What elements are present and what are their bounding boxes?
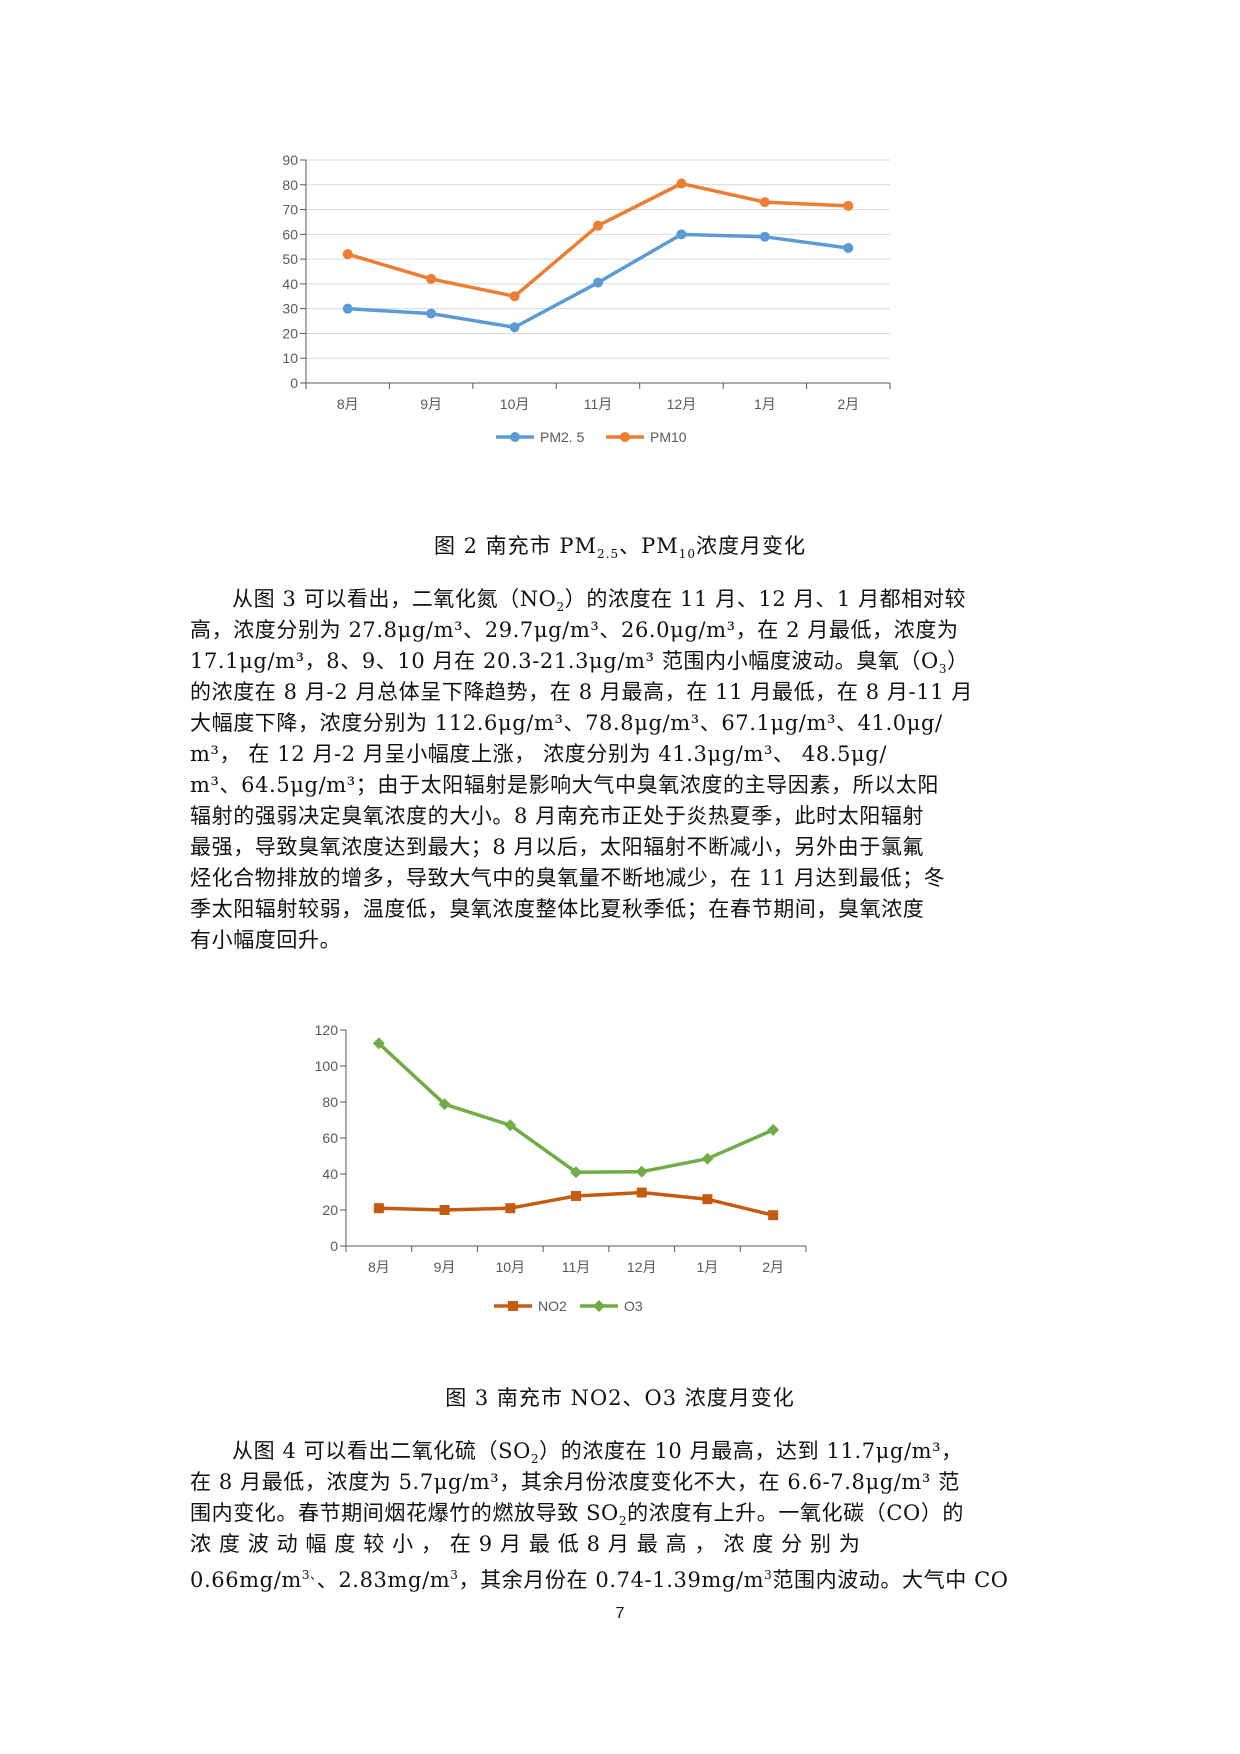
x-tick-label: 9月 [420,396,442,412]
data-point [843,200,854,211]
data-point [426,273,437,284]
data-point [504,1119,517,1132]
data-point [505,1203,516,1214]
text-line: 高，浓度分别为 27.8μg/m³、29.7μg/m³、26.0μg/m³，在 … [190,618,959,642]
data-point [342,303,353,314]
x-tick-label: 10月 [495,1259,525,1275]
text-line: 辐射的强弱决定臭氧浓度的大小。8 月南充市正处于炎热夏季，此时太阳辐射 [190,804,925,828]
x-tick-label: 1月 [697,1259,719,1275]
data-point [372,1037,385,1050]
text-line: 浓 度 波 动 幅 度 较 小 ， 在 9 月 最 低 8 月 最 高 ， 浓 … [190,1532,861,1556]
legend-marker [620,432,630,442]
y-tick-label: 60 [282,226,298,242]
x-tick-label: 8月 [368,1259,390,1275]
data-point [843,242,854,253]
data-point [593,277,603,288]
x-tick-label: 2月 [762,1259,784,1275]
series-line-o3 [377,1042,774,1174]
y-tick-label: 90 [282,152,298,168]
x-tick-label: 11月 [562,1259,591,1275]
y-tick-label: 40 [282,276,298,292]
figure-3-caption: 图 3 南充市 NO2、O3 浓度月变化 [445,1386,795,1410]
text-line: 0.66mg/m3、、2.83mg/m3，其余月份在 0.74-1.39mg/m… [190,1568,1009,1592]
text-line: 在 8 月最低，浓度为 5.7μg/m³，其余月份浓度变化不大，在 6.6-7.… [190,1470,960,1494]
data-point [676,178,687,189]
pm-chart-svg: 0 10 20 30 40 50 60 70 80 90 8月 9月 10月 11月 12月 1月 2月 PM2.… [282,152,891,445]
legend-label: NO2 [538,1298,567,1314]
data-point [768,1210,779,1221]
data-point [509,322,520,333]
data-point [509,291,520,302]
data-point [759,231,770,242]
y-tick-label: 60 [322,1130,338,1146]
text-line: 最强，导致臭氧浓度达到最大；8 月以后，太阳辐射不断减小，另外由于氯氟 [190,835,925,859]
no2-o3-chart-svg: 0 20 40 60 80 100 120 8月 9月 10月 11月 12月 1月 2月 NO2 O3 [315,1022,807,1314]
y-tick-label: 30 [282,301,298,317]
data-point [593,220,603,231]
y-tick-label: 10 [282,350,298,366]
data-point [373,1203,384,1214]
y-tick-label: 80 [322,1094,338,1110]
data-point [759,197,770,208]
y-tick-label: 70 [282,202,298,218]
figure-2-caption-text-post: 浓度月变化 [696,534,807,558]
text-line: 的浓度在 8 月-2 月总体呈下降趋势，在 8 月最高，在 11 月最低，在 8… [190,680,974,704]
text-line: 围内变化。春节期间烟花爆竹的燃放导致 SO2的浓度有上升。一氧化碳（CO）的 [190,1501,965,1529]
legend-label: PM2. 5 [540,429,585,445]
text-line: 从图 3 可以看出，二氧化氮（NO2）的浓度在 11 月、12 月、1 月都相对… [232,587,967,615]
text-line: m³、64.5μg/m³；由于太阳辐射是影响大气中臭氧浓度的主导因素，所以太阳 [190,773,939,797]
legend-marker [508,1301,518,1311]
text-line: 从图 4 可以看出二氧化硫（SO2）的浓度在 10 月最高，达到 11.7μg/… [232,1439,963,1467]
text-line: 有小幅度回升。 [190,928,342,952]
data-point [438,1098,451,1111]
legend-marker [510,432,520,442]
data-point [676,229,687,240]
text-line: 烃化合物排放的增多，导致大气中的臭氧量不断地减少，在 11 月达到最低；冬 [190,866,946,890]
figure-2-caption-text-mid: 、PM [619,534,679,558]
y-tick-label: 100 [315,1058,339,1074]
text-line: 17.1μg/m³，8、9、10 月在 20.3-21.3μg/m³ 范围内小幅… [190,649,969,677]
text-line: m³， 在 12 月-2 月呈小幅度上涨， 浓度分别为 41.3μg/m³、 4… [190,742,888,766]
data-point [426,308,437,319]
data-point [702,1194,713,1205]
legend-label: O3 [624,1298,643,1314]
x-tick-label: 9月 [434,1259,456,1275]
y-tick-label: 0 [290,375,298,391]
text-line: 大幅度下降，浓度分别为 112.6μg/m³、78.8μg/m³、67.1μg/… [190,711,943,735]
data-point [635,1165,648,1178]
data-point [342,249,353,260]
legend-label: PM10 [650,429,687,445]
data-point [636,1187,647,1198]
x-tick-label: 12月 [627,1259,657,1275]
figure-2-caption: 图 2 南充市 PM2.5、PM10浓度月变化 [0,530,1240,561]
x-tick-label: 2月 [837,396,859,412]
figure-2-caption-text: 图 2 南充市 PM [433,534,597,558]
y-tick-label: 20 [322,1202,338,1218]
y-tick-label: 50 [282,251,298,267]
data-point [570,1166,582,1179]
x-tick-label: 8月 [337,396,359,412]
data-point [571,1190,581,1201]
page-number: 7 [615,1605,625,1622]
data-point [439,1205,450,1215]
y-tick-label: 40 [322,1166,338,1182]
legend-marker [593,1300,605,1312]
y-tick-label: 120 [315,1022,339,1038]
no2-o3-chart: 0 20 40 60 80 100 120 8月 9月 10月 11月 12月 1月 2月 NO2 O3 [300,1010,960,1340]
y-tick-label: 80 [282,177,298,193]
figure-2-caption-sub1: 2.5 [597,547,620,562]
text-line: 季太阳辐射较弱，温度低，臭氧浓度整体比夏秋季低；在春节期间，臭氧浓度 [190,897,925,921]
x-tick-label: 11月 [584,396,613,412]
x-tick-label: 1月 [754,396,776,412]
data-point [701,1152,714,1165]
x-tick-label: 10月 [500,396,530,412]
figure-2-caption-sub2: 10 [678,547,697,562]
pm-chart: 0 10 20 30 40 50 60 70 80 90 8月 9月 10月 11月 12月 1月 2月 PM2.… [270,152,970,500]
y-tick-label: 20 [282,325,298,341]
data-point [767,1123,780,1136]
x-tick-label: 12月 [667,396,697,412]
y-tick-label: 0 [330,1238,338,1254]
paragraph-no2-o3: 从图 3 可以看出，二氧化氮（NO2）的浓度在 11 月、12 月、1 月都相对… [190,584,1052,956]
paragraph-so2-co: 从图 4 可以看出二氧化硫（SO2）的浓度在 10 月最高，达到 11.7μg/… [190,1436,1052,1592]
